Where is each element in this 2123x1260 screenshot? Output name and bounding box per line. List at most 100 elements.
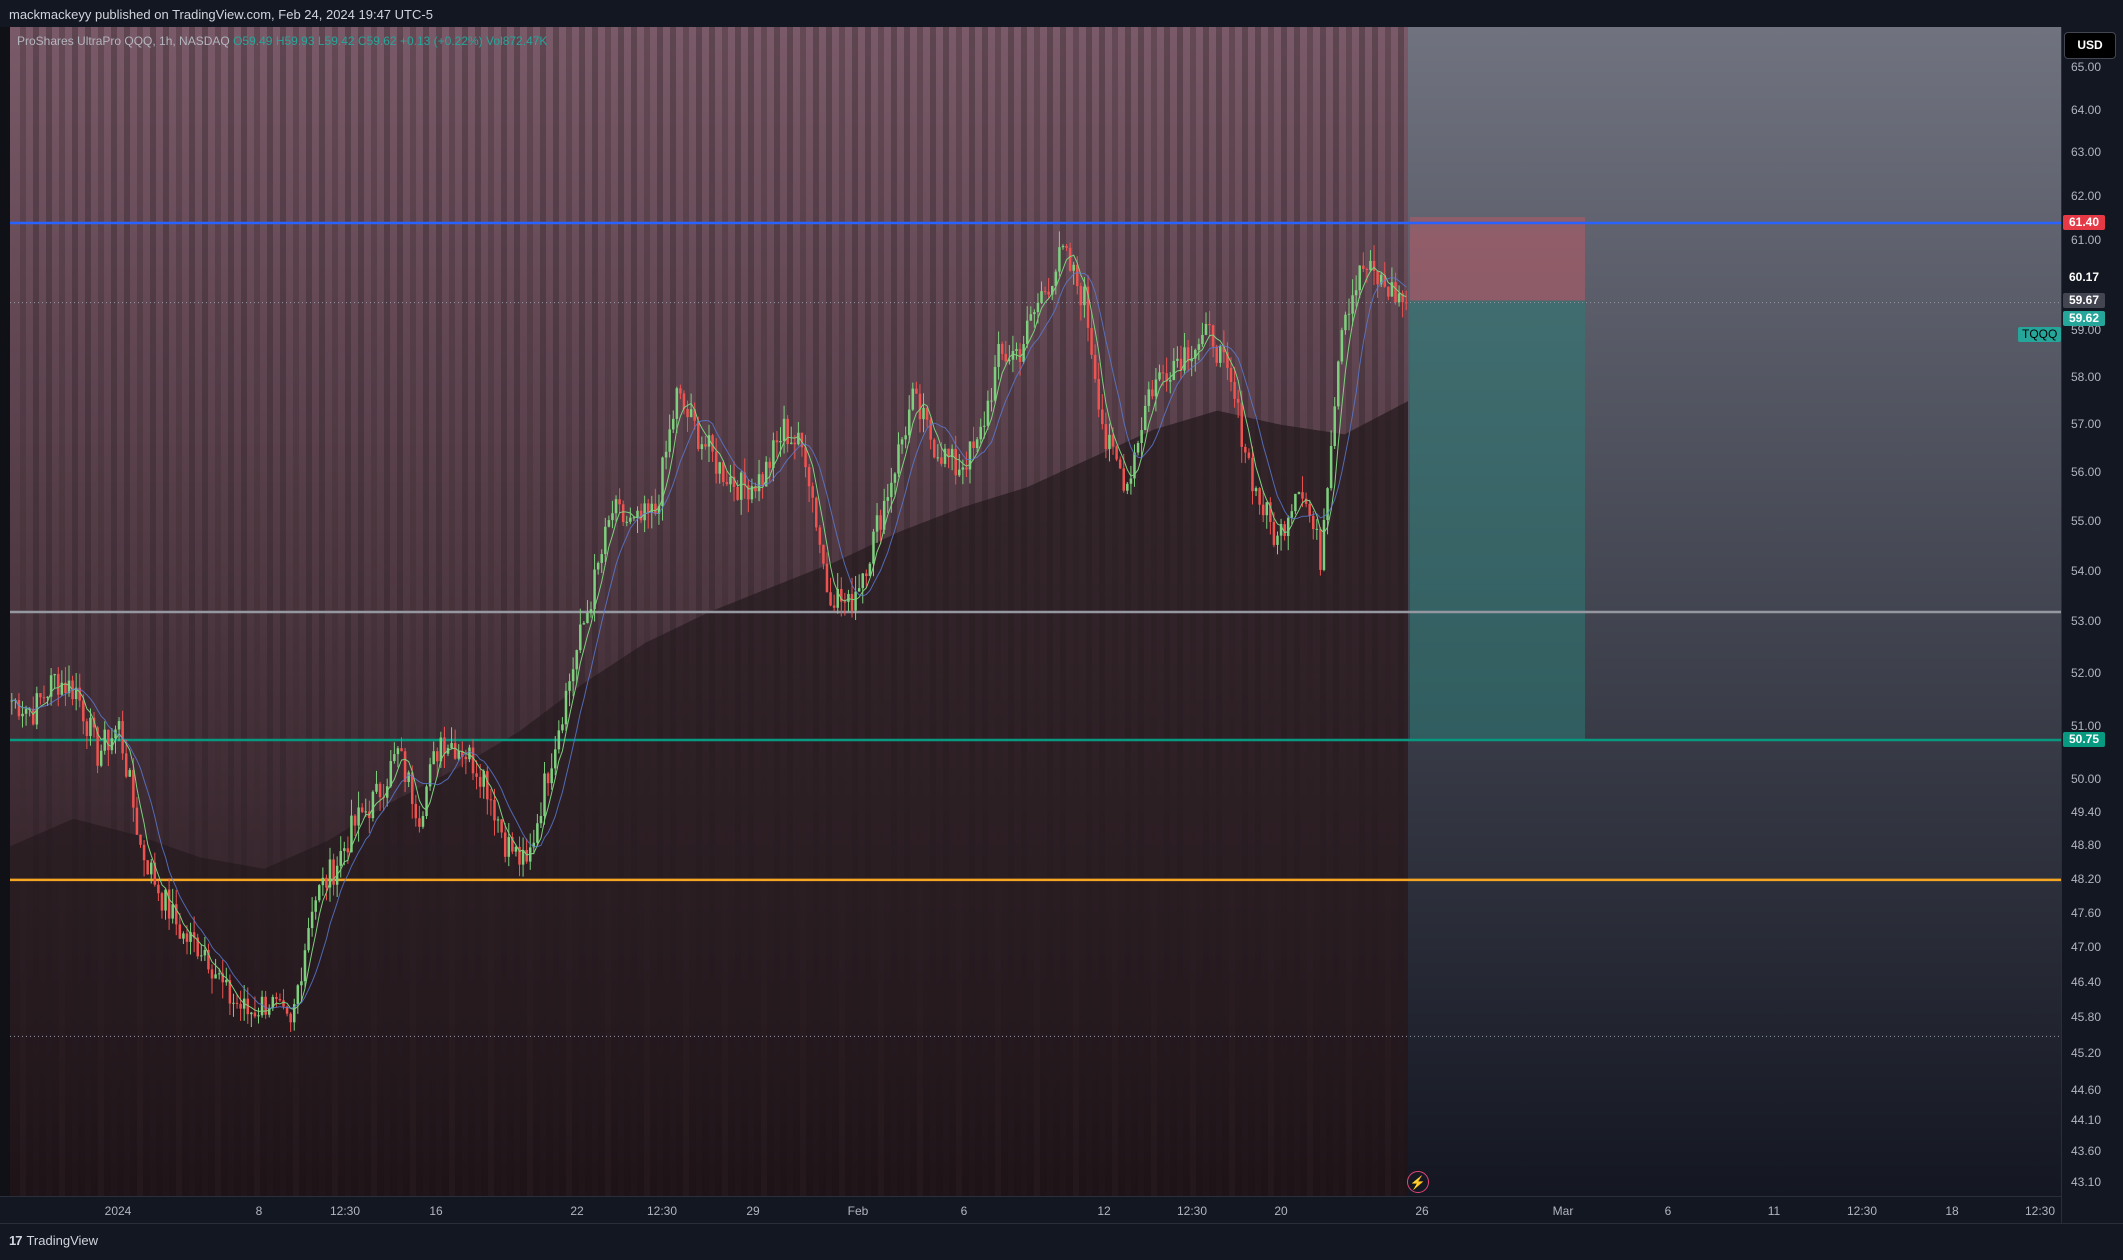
candle-body [464,756,468,760]
candle-body [117,721,121,730]
candle-body [654,503,657,514]
lightning-icon[interactable]: ⚡ [1407,1171,1429,1193]
candle-body [1168,379,1172,382]
candle-body [1290,511,1294,518]
candle-body [907,409,911,436]
publish-header: mackmackeyy published on TradingView.com… [0,0,2123,27]
candle-body [110,738,114,751]
candle-body [811,486,814,498]
candle-body [804,447,807,468]
candle-body [636,510,639,518]
candle-body [149,862,153,875]
candle-body [1054,271,1058,287]
candle-body [493,799,496,821]
candle-body [64,682,67,694]
candle-body [1161,372,1165,374]
legend-volume: Vol872.47K [486,34,548,48]
candle-body [89,717,92,737]
candle-body [1008,359,1011,362]
time-tick-label: Feb [847,1204,869,1218]
candle-body [436,751,439,762]
candle-body [350,815,353,853]
candle-body [768,461,772,468]
candle-body [714,451,718,474]
candle-body [1337,361,1340,407]
price-tick-label: 58.00 [2071,369,2102,384]
candle-body [997,343,1000,367]
candle-body [807,467,811,487]
time-tick-label: 6 [960,1204,968,1218]
candle-body [1251,457,1254,492]
price-tick-label: 48.80 [2071,838,2102,853]
take-profit-zone [1410,300,1585,740]
candle-body [922,407,925,420]
chart-area[interactable] [10,27,2061,1196]
candle-body [357,807,360,826]
candle-body [303,950,307,982]
candle-body [1265,502,1269,516]
candle-body [400,748,403,752]
candle-body [325,877,328,888]
currency-button[interactable]: USD [2064,32,2116,59]
price-tick-label: 45.20 [2071,1046,2102,1061]
candle-body [257,1015,260,1017]
candle-body [482,770,485,787]
candle-body [1143,405,1147,431]
candle-body [1326,488,1329,520]
price-chart[interactable] [10,27,2061,1196]
legend-low: L59.42 [317,34,355,48]
candle-body [1261,504,1265,516]
time-tick-label: 11 [1767,1204,1781,1218]
candle-body [1369,260,1372,271]
candle-body [1333,406,1336,446]
candle-body [1387,286,1390,297]
candle-body [1283,524,1286,537]
candle-body [843,601,847,603]
candle-body [739,472,743,500]
candle-body [378,783,382,798]
legend-close: C59.62 [357,34,397,48]
candle-body [1304,498,1308,504]
candle-body [779,440,782,443]
candle-body [550,768,553,784]
time-axis[interactable]: 2024 8 12:30 16 22 12:30 29 Feb 6 12 12:30 20 26 Mar 6… [0,1196,2061,1224]
candle-body [1136,442,1140,453]
candle-body [1079,286,1083,306]
candle-body [832,605,836,608]
candle-body [822,544,825,564]
candle-body [1358,265,1361,291]
candle-body [1083,286,1086,306]
candle-body [757,474,761,492]
candle-body [1286,517,1290,537]
candle-body [1129,478,1133,484]
candle-body [1154,379,1158,397]
candle-body [403,751,407,782]
price-tick-label: 44.60 [2071,1082,2102,1097]
candle-body [1294,493,1297,512]
candle-body [764,461,768,487]
candle-body [539,816,543,824]
price-axis[interactable]: 65.00 64.00 63.00 62.00 61.00 59.00 58.00 57.00… [2061,27,2123,1223]
candle-body [1183,347,1186,371]
candle-body [1097,378,1100,410]
candle-body [271,997,275,1009]
ticker-tag: TQQQ [2018,327,2062,342]
candle-body [933,439,936,458]
price-tick-label: 47.00 [2071,940,2102,955]
candle-body [1240,402,1243,447]
candle-body [1000,343,1004,354]
candle-body [554,749,557,769]
candle-body [1111,434,1115,447]
time-tick-label: 12:30 [329,1204,361,1218]
candle-body [371,791,375,819]
candle-body [593,569,596,610]
candle-body [196,937,199,957]
candle-body [825,563,829,593]
time-tick-label: 18 [1945,1204,1959,1218]
candle-body [346,848,350,853]
candle-body [990,400,993,402]
candle-body [1201,334,1204,345]
time-tick-label: 20 [1274,1204,1288,1218]
tradingview-logo[interactable]: 17 TradingView [9,1233,98,1248]
candle-body [965,467,968,470]
